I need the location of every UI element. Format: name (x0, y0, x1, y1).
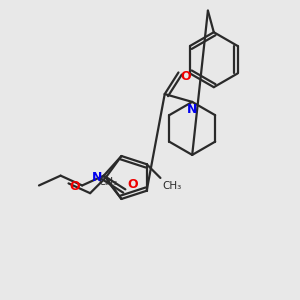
Text: O: O (70, 180, 80, 193)
Text: N: N (187, 103, 197, 116)
Text: CH₃: CH₃ (162, 181, 182, 191)
Text: O: O (127, 178, 138, 191)
Text: N: N (92, 171, 102, 184)
Text: O: O (180, 70, 191, 83)
Text: CH₃: CH₃ (98, 177, 117, 188)
